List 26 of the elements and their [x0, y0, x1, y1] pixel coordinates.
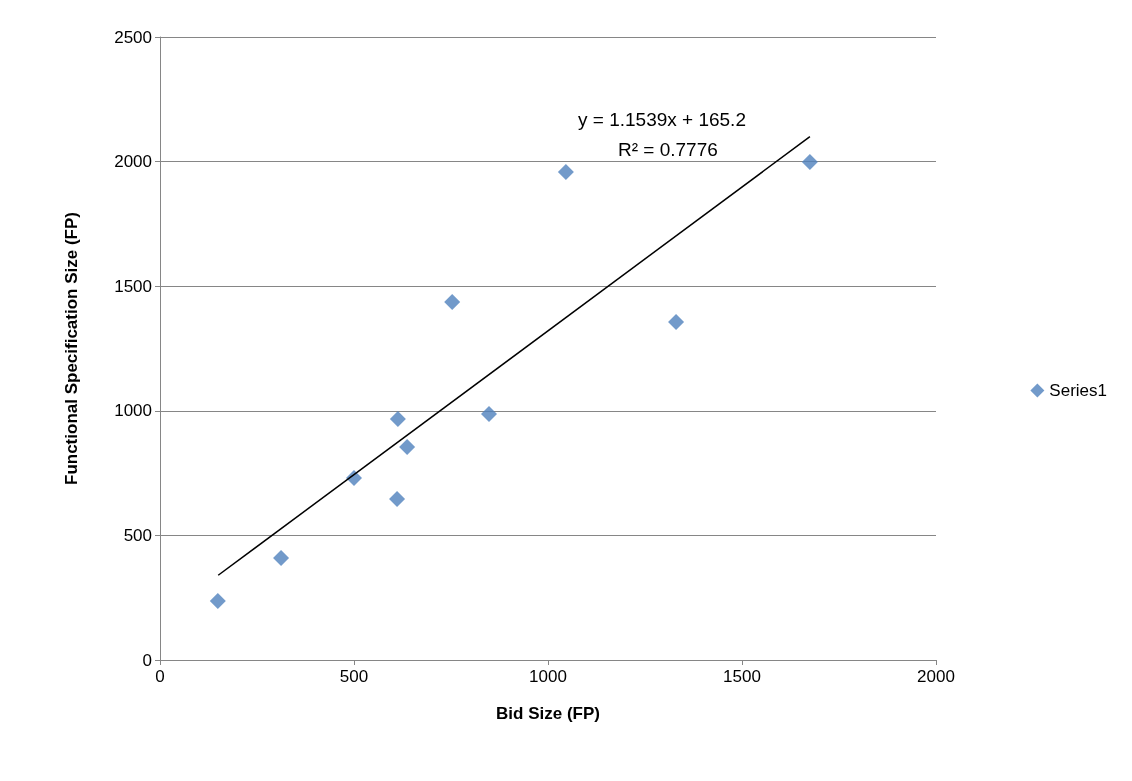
x-tick-label: 1000 [529, 667, 567, 686]
x-tick-label: 1500 [723, 667, 761, 686]
x-tick-label: 2000 [917, 667, 955, 686]
y-tick-label: 2000 [114, 152, 152, 172]
point [399, 438, 416, 455]
legend-label: Series1 [1049, 381, 1107, 400]
x-tick-label: 500 [339, 667, 369, 686]
y-tick-label: 0 [142, 650, 152, 670]
y-tick-label: 2500 [114, 27, 152, 47]
x-axis-title: Bid Size (FP) [496, 704, 600, 723]
annotation: y = 1.1539x + 165.2 [578, 109, 746, 130]
y-axis-title: Functional Specification Size (FP) [62, 212, 81, 485]
x-tick-label: 0 [155, 667, 165, 686]
point [557, 164, 574, 181]
point [389, 411, 406, 428]
point [273, 550, 290, 567]
point [481, 406, 498, 423]
point [209, 592, 226, 609]
annotation: R² = 0.7776 [618, 139, 718, 160]
y-tick-label: 1000 [114, 401, 152, 421]
point [668, 314, 685, 331]
point [389, 491, 406, 508]
point [444, 293, 461, 310]
y-tick-label: 1500 [114, 276, 152, 296]
point [801, 154, 818, 171]
y-tick-label: 500 [123, 525, 152, 545]
